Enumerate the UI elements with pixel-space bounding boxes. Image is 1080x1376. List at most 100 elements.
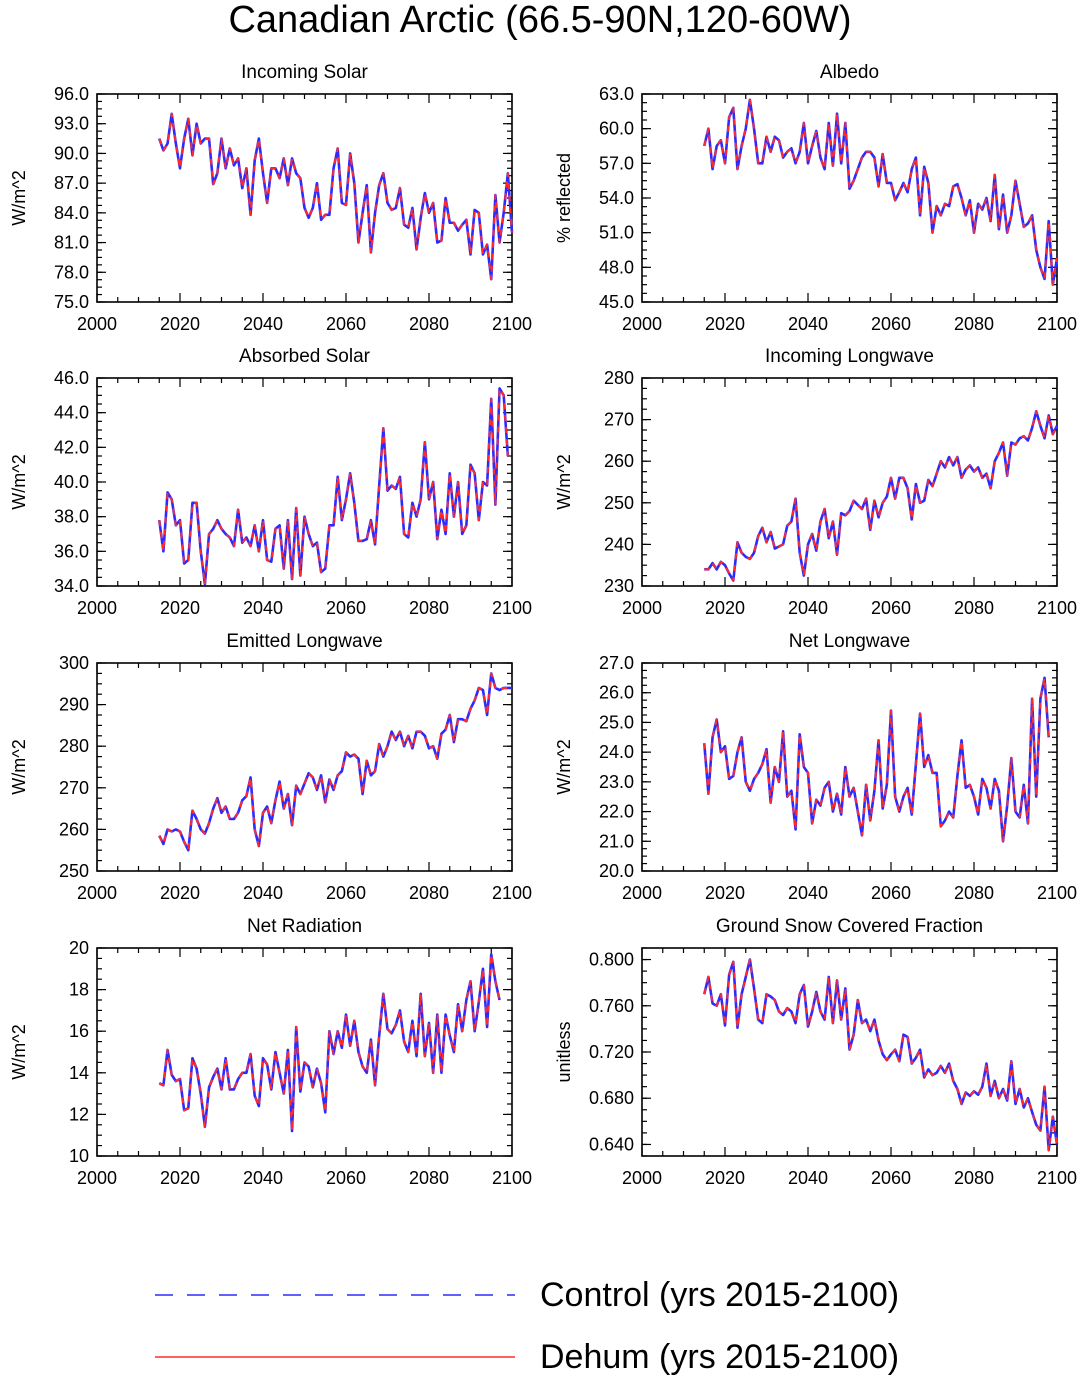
panel-title: Albedo: [820, 62, 879, 83]
series-line-control: [702, 676, 1050, 843]
x-tick-label: 2040: [243, 1168, 283, 1188]
y-tick-label: 250: [604, 493, 634, 513]
x-tick-label: 2080: [409, 883, 449, 903]
x-tick-label: 2000: [622, 1168, 662, 1188]
series-line-control: [158, 952, 501, 1133]
x-tick-label: 2100: [1037, 598, 1077, 618]
plot-frame: [96, 662, 513, 872]
legend-dehum-label: Dehum (yrs 2015-2100): [540, 1338, 899, 1376]
x-tick-label: 2080: [954, 598, 994, 618]
y-tick-label: 78.0: [54, 262, 89, 282]
x-tick-label: 2060: [871, 598, 911, 618]
x-tick-label: 2080: [409, 1168, 449, 1188]
x-tick-label: 2100: [1037, 1168, 1077, 1188]
panel-absorbed-solar: Absorbed Solar W/m^2 2000 2020 2040 2060 2080 2…: [9, 346, 532, 618]
x-tick-label: 2080: [954, 883, 994, 903]
y-tick-label: 23.0: [599, 772, 634, 792]
series-line-control: [158, 672, 512, 852]
panel-title: Ground Snow Covered Fraction: [716, 916, 983, 937]
y-tick-label: 0.680: [589, 1088, 634, 1108]
y-axis-label: unitless: [554, 1021, 574, 1082]
series-line-dehum: [158, 953, 501, 1133]
x-tick-label: 2000: [622, 314, 662, 334]
series-line-dehum: [158, 112, 513, 281]
y-axis-label: % reflected: [554, 153, 574, 243]
y-axis-label: W/m^2: [9, 170, 29, 225]
y-tick-label: 22.0: [599, 802, 634, 822]
x-tick-label: 2100: [1037, 883, 1077, 903]
y-tick-label: 21.0: [599, 831, 634, 851]
x-tick-label: 2060: [326, 314, 366, 334]
x-tick-label: 2020: [160, 883, 200, 903]
panel-net-longwave: Net Longwave W/m^2 2000 2020 2040 2060 2080 210…: [554, 631, 1077, 903]
x-tick-label: 2040: [243, 314, 283, 334]
x-tick-label: 2020: [705, 1168, 745, 1188]
y-axis-label: W/m^2: [9, 739, 29, 794]
y-tick-label: 45.0: [599, 292, 634, 312]
x-tick-label: 2020: [160, 314, 200, 334]
x-tick-label: 2000: [77, 883, 117, 903]
x-tick-label: 2100: [492, 314, 532, 334]
panel-net-radiation: Net Radiation W/m^2 2000 2020 2040 2060 2080 21…: [9, 916, 532, 1188]
x-tick-label: 2100: [492, 1168, 532, 1188]
x-tick-label: 2100: [492, 598, 532, 618]
plot-frame: [641, 93, 1058, 303]
y-tick-label: 75.0: [54, 292, 89, 312]
y-axis-label: W/m^2: [9, 1024, 29, 1079]
series-line-control: [704, 409, 1059, 582]
y-tick-label: 0.640: [589, 1134, 634, 1154]
y-tick-label: 240: [604, 534, 634, 554]
y-tick-label: 57.0: [599, 153, 634, 173]
x-tick-label: 2100: [1037, 314, 1077, 334]
panel-title: Net Longwave: [789, 631, 910, 652]
y-tick-label: 260: [59, 819, 89, 839]
panel-title: Incoming Longwave: [765, 346, 934, 367]
panel-title: Incoming Solar: [241, 62, 368, 83]
x-tick-label: 2020: [705, 314, 745, 334]
plot-frame: [96, 93, 513, 303]
y-tick-label: 25.0: [599, 712, 634, 732]
y-tick-label: 36.0: [54, 541, 89, 561]
y-tick-label: 87.0: [54, 173, 89, 193]
y-tick-label: 280: [59, 736, 89, 756]
figure-title: Canadian Arctic (66.5-90N,120-60W): [228, 0, 851, 41]
y-tick-label: 90.0: [54, 143, 89, 163]
y-tick-label: 20: [69, 938, 89, 958]
series-line-control: [702, 98, 1059, 286]
y-tick-label: 54.0: [599, 188, 634, 208]
y-tick-label: 63.0: [599, 84, 634, 104]
x-tick-label: 2060: [871, 883, 911, 903]
y-tick-label: 16: [69, 1021, 89, 1041]
x-tick-label: 2000: [622, 883, 662, 903]
series-line-dehum: [703, 676, 1050, 843]
series-line-dehum: [158, 387, 509, 586]
y-axis-label: W/m^2: [554, 739, 574, 794]
x-tick-label: 2000: [77, 314, 117, 334]
x-tick-label: 2080: [954, 314, 994, 334]
series-line-dehum: [158, 672, 512, 852]
x-tick-label: 2040: [243, 598, 283, 618]
panels: Incoming Solar W/m^2 2000 2020 2040 2060 2080 2…: [9, 62, 1077, 1188]
y-tick-label: 0.760: [589, 996, 634, 1016]
plot-frame: [96, 947, 513, 1157]
y-tick-label: 40.0: [54, 472, 89, 492]
plot-frame: [641, 947, 1058, 1157]
y-axis-label: W/m^2: [9, 454, 29, 509]
series-line-control: [702, 958, 1059, 1152]
y-tick-label: 12: [69, 1104, 89, 1124]
y-axis-label: W/m^2: [554, 454, 574, 509]
panel-incoming-solar: Incoming Solar W/m^2 2000 2020 2040 2060 2080 2…: [9, 62, 532, 334]
x-tick-label: 2040: [788, 883, 828, 903]
x-tick-label: 2060: [326, 1168, 366, 1188]
y-tick-label: 10: [69, 1146, 89, 1166]
y-tick-label: 0.720: [589, 1042, 634, 1062]
x-tick-label: 2040: [788, 314, 828, 334]
x-tick-label: 2000: [77, 1168, 117, 1188]
y-tick-label: 26.0: [599, 683, 634, 703]
x-tick-label: 2000: [622, 598, 662, 618]
y-tick-label: 48.0: [599, 257, 634, 277]
plot-frame: [641, 662, 1058, 872]
panel-title: Net Radiation: [247, 916, 362, 937]
panel-title: Emitted Longwave: [226, 631, 382, 652]
